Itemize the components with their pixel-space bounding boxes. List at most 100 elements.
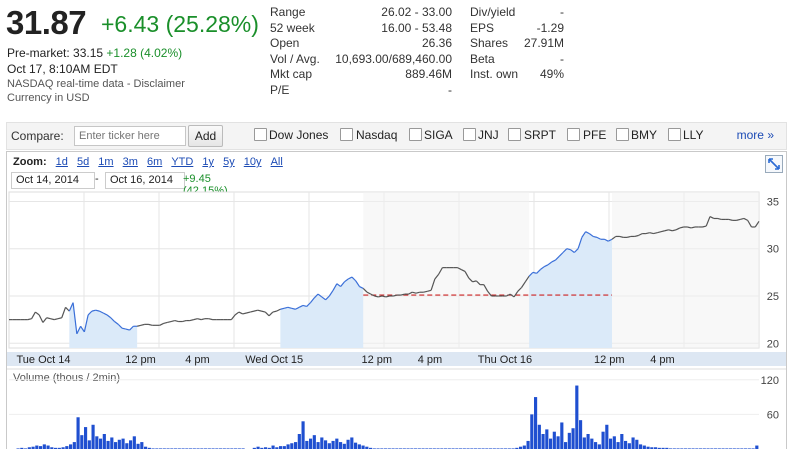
checkbox-pfe[interactable] <box>567 128 580 141</box>
zoom-1y[interactable]: 1y <box>202 156 215 168</box>
volume-bar <box>594 442 598 449</box>
zoom-1d[interactable]: 1d <box>55 156 68 168</box>
checkbox-siga[interactable] <box>409 128 422 141</box>
volume-bar <box>129 440 133 449</box>
zoom-6m[interactable]: 6m <box>146 156 163 168</box>
volume-bar <box>346 439 350 449</box>
price-line-segment <box>257 309 262 312</box>
zoom-3m[interactable]: 3m <box>122 156 138 168</box>
stat-row: Mkt cap 889.46M <box>270 67 452 83</box>
price-line-segment <box>691 226 696 229</box>
zoom-10y[interactable]: 10y <box>243 156 262 168</box>
volume-bar <box>627 443 631 449</box>
price-line-segment <box>705 216 711 227</box>
volume-bar <box>582 437 586 449</box>
volume-bar <box>534 397 538 449</box>
data-source-disclaimer[interactable]: NASDAQ real-time data - Disclaimer <box>7 78 185 90</box>
volume-bar <box>297 434 301 449</box>
price-line-segment <box>201 318 206 321</box>
compare-option-label[interactable]: Nasdaq <box>356 128 398 142</box>
volume-bar <box>575 385 579 449</box>
volume-bar <box>76 417 80 449</box>
zoom-5d[interactable]: 5d <box>76 156 90 168</box>
checkbox-jnj[interactable] <box>463 128 476 141</box>
price-line-segment <box>117 323 123 329</box>
price-line-segment <box>524 275 530 283</box>
compare-option-label[interactable]: PFE <box>583 128 607 142</box>
price-chart[interactable]: 35 30 25 20 Tue Oct 14 12 pm 4 pm Wed Oct 15 12 … <box>7 152 786 449</box>
volume-bar <box>549 438 553 449</box>
compare-option-label[interactable]: SIGA <box>424 128 453 142</box>
x-tick-label: 12 pm <box>125 354 156 366</box>
zoom-ytd[interactable]: YTD <box>171 156 194 168</box>
price-line-segment <box>140 323 145 326</box>
price-line-segment <box>551 259 556 263</box>
price-line-segment <box>528 271 534 277</box>
price-line-segment <box>268 311 274 317</box>
compare-option-label[interactable]: Dow Jones <box>269 128 329 142</box>
price-line-segment <box>347 276 353 280</box>
stat-row: EPS -1.29 <box>470 21 564 37</box>
checkbox-nasdaq[interactable] <box>340 128 353 141</box>
price-line-segment <box>121 327 126 330</box>
more-compare-link[interactable]: more » <box>736 128 774 142</box>
price-line-segment <box>99 310 104 314</box>
price-line-segment <box>513 290 519 298</box>
checkbox-lly[interactable] <box>668 128 681 141</box>
volume-bar <box>35 445 39 449</box>
price-line-segment <box>50 318 55 321</box>
price-line-segment <box>400 293 405 296</box>
compare-option-label[interactable]: LLY <box>683 128 704 142</box>
checkbox-bmy[interactable] <box>616 128 629 141</box>
zoom-1m[interactable]: 1m <box>98 156 114 168</box>
volume-bar <box>114 442 118 449</box>
price-line-segment <box>321 296 326 301</box>
stat-row: 52 week 16.00 - 53.48 <box>270 21 452 37</box>
zoom-all[interactable]: All <box>270 156 283 168</box>
price-line-segment <box>68 302 74 312</box>
price-line-segment <box>434 273 440 280</box>
price-line-segment <box>626 235 632 238</box>
price-line-segment <box>385 295 390 298</box>
price-line-segment <box>653 232 658 235</box>
checkbox-srpt[interactable] <box>508 128 521 141</box>
compare-option-label[interactable]: JNJ <box>478 128 499 142</box>
price-line-segment <box>427 289 432 292</box>
price-line-segment <box>611 235 617 240</box>
volume-bar <box>601 431 605 449</box>
price-line-segment <box>679 226 684 229</box>
add-compare-button[interactable]: Add <box>188 125 223 147</box>
price-line-segment <box>208 318 213 321</box>
zoom-5y[interactable]: 5y <box>223 156 235 168</box>
compare-ticker-input[interactable] <box>74 126 186 146</box>
price-line-segment <box>163 321 168 325</box>
volume-bar <box>80 435 84 449</box>
price-line-segment <box>76 325 82 335</box>
range-start-field[interactable]: Oct 14, 2014 <box>11 172 95 189</box>
volume-bar <box>121 438 125 449</box>
stat-label: Open <box>270 36 300 50</box>
checkbox-dow-jones[interactable] <box>254 128 267 141</box>
volume-bar <box>331 440 335 449</box>
price-line-segment <box>547 261 553 266</box>
expand-chart-button[interactable] <box>765 155 783 173</box>
volume-bar <box>87 440 91 449</box>
volume-bar <box>530 414 534 449</box>
volume-bar <box>132 436 136 449</box>
stat-label: P/E <box>270 82 290 97</box>
stat-value: - <box>448 82 452 97</box>
price-line-segment <box>509 293 515 298</box>
premarket-price: 33.15 <box>73 46 104 60</box>
volume-bar <box>605 424 609 449</box>
compare-label: Compare: <box>11 129 64 143</box>
volume-bar <box>526 440 530 449</box>
y-tick-label: 20 <box>767 338 779 350</box>
compare-option-label[interactable]: BMY <box>631 128 658 142</box>
price-line-segment <box>645 232 650 235</box>
compare-option-label[interactable]: SRPT <box>524 128 557 142</box>
range-end-field[interactable]: Oct 16, 2014 <box>105 172 185 189</box>
price-line-segment <box>182 319 187 323</box>
chart-panel: Zoom: 1d 5d 1m 3m 6m YTD 1y 5y 10y All O… <box>6 151 787 449</box>
price-line-segment <box>91 309 96 312</box>
price-line-segment <box>717 217 722 221</box>
